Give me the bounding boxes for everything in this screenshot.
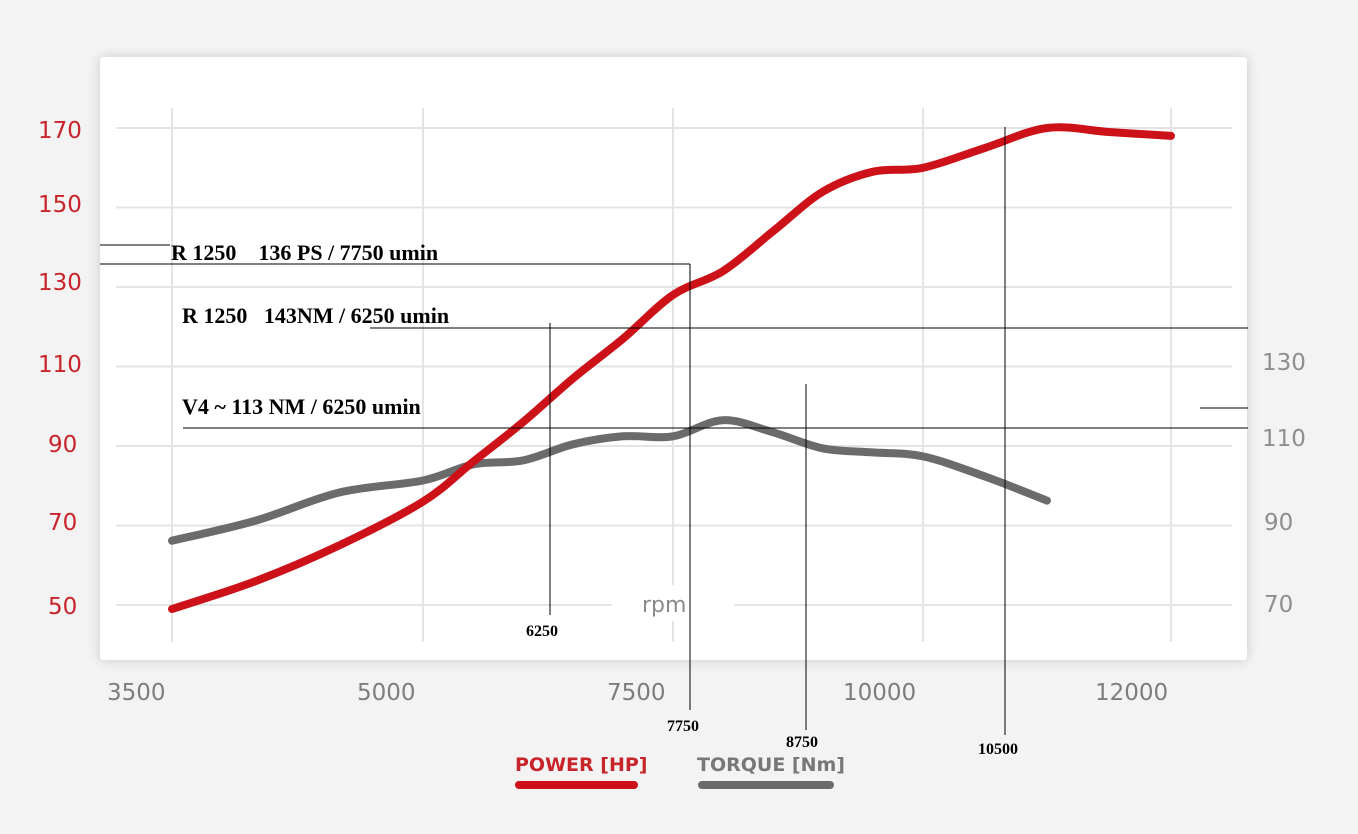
left-tick-label: 70 xyxy=(48,510,77,536)
left-tick-label: 170 xyxy=(38,118,82,144)
x-tick-label: 3500 xyxy=(107,680,166,706)
right-tick-label: 130 xyxy=(1262,350,1306,376)
x-tick-label: 5000 xyxy=(357,680,416,706)
annotation-v4-torque: V4 ~ 113 NM / 6250 umin xyxy=(182,394,421,419)
left-tick-label: 90 xyxy=(48,432,77,458)
x-tick-label: 12000 xyxy=(1095,680,1168,706)
legend-label-torque: TORQUE [Nm] xyxy=(697,754,845,776)
annotation-lines xyxy=(100,127,1248,735)
left-tick-label: 130 xyxy=(38,270,82,296)
x-tick-label: 10000 xyxy=(843,680,916,706)
marker-label-8750: 8750 xyxy=(786,734,818,751)
left-axis-ticks: 170 150 130 110 90 70 50 xyxy=(38,118,82,620)
series-layer xyxy=(168,123,1175,613)
left-tick-label: 150 xyxy=(38,192,82,218)
torque-series-line xyxy=(168,416,1051,545)
left-tick-label: 50 xyxy=(48,594,77,620)
right-axis-ticks: 130 110 90 70 xyxy=(1262,350,1306,618)
right-tick-label: 90 xyxy=(1264,510,1293,536)
x-axis-title: rpm xyxy=(642,593,686,618)
x-axis-ticks: 3500 5000 7500 10000 12000 xyxy=(107,680,1168,706)
legend-label-power: POWER [HP] xyxy=(515,754,647,776)
annotation-r1250-torque: R 1250 143NM / 6250 umin xyxy=(182,303,449,328)
x-tick-label: 7500 xyxy=(607,680,666,706)
right-tick-label: 70 xyxy=(1264,592,1293,618)
annotation-r1250-power: R 1250 136 PS / 7750 umin xyxy=(171,240,438,265)
legend: POWER [HP] TORQUE [Nm] xyxy=(515,754,845,789)
left-tick-label: 110 xyxy=(38,352,82,378)
xlabel-backdrop xyxy=(612,585,734,621)
right-tick-label: 110 xyxy=(1262,426,1306,452)
marker-label-7750: 7750 xyxy=(667,718,699,735)
marker-label-6250: 6250 xyxy=(526,623,558,640)
marker-label-10500: 10500 xyxy=(978,741,1018,758)
power-series-line xyxy=(168,123,1175,613)
